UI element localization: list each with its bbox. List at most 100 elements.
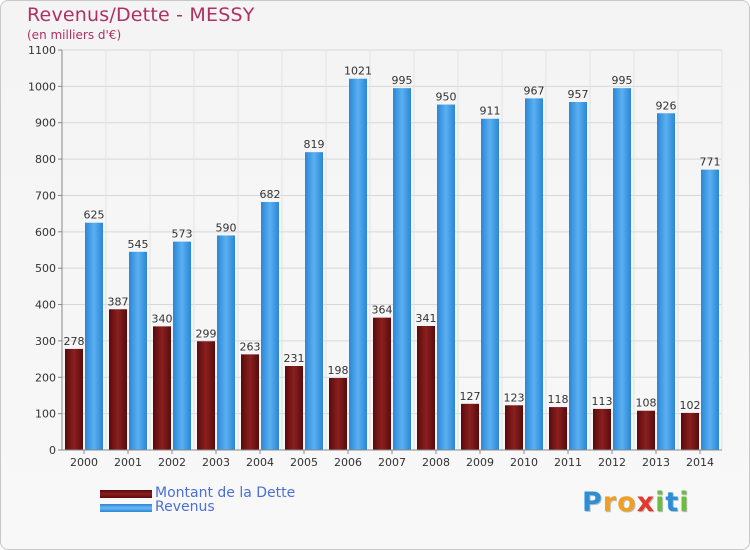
bar-debt	[153, 326, 171, 450]
logo-letter: P	[582, 487, 603, 518]
bars-layer	[65, 78, 719, 451]
bar-debt	[329, 378, 347, 450]
bar-revenus	[129, 251, 147, 450]
data-label-revenus: 967	[524, 84, 545, 97]
data-label-debt: 198	[328, 364, 349, 377]
data-label-debt: 108	[636, 397, 657, 410]
y-tick-label: 300	[35, 335, 56, 348]
y-tick-label: 900	[35, 117, 56, 130]
data-label-debt: 113	[592, 395, 613, 408]
data-label-debt: 278	[64, 335, 85, 348]
bar-debt	[65, 348, 83, 450]
data-label-revenus: 911	[480, 105, 501, 118]
data-label-revenus: 950	[436, 91, 457, 104]
x-tick-label: 2001	[114, 456, 142, 469]
bar-revenus	[613, 88, 631, 450]
x-tick-label: 2011	[554, 456, 582, 469]
bar-debt	[505, 405, 523, 450]
data-label-debt: 127	[460, 390, 481, 403]
y-tick-label: 100	[35, 408, 56, 421]
bar-revenus	[657, 113, 675, 450]
legend-label-revenus: Revenus	[155, 499, 215, 515]
logo-letter: i	[655, 487, 666, 518]
y-tick-label: 500	[35, 262, 56, 275]
x-tick-label: 2012	[598, 456, 626, 469]
proxiti-logo: Proxiti	[582, 487, 690, 518]
data-label-revenus: 682	[260, 188, 281, 201]
bar-revenus	[217, 235, 235, 450]
data-label-debt: 118	[548, 393, 569, 406]
y-tick-label: 600	[35, 226, 56, 239]
bar-debt	[285, 366, 303, 450]
x-tick-label: 2013	[642, 456, 670, 469]
x-tick-label: 2007	[378, 456, 406, 469]
data-label-revenus: 1021	[344, 65, 372, 78]
bar-debt	[417, 326, 435, 450]
y-tick-label: 700	[35, 189, 56, 202]
y-tick-label: 0	[49, 444, 56, 457]
data-label-debt: 263	[240, 340, 261, 353]
y-tick-label: 1000	[28, 80, 56, 93]
bar-revenus	[393, 88, 411, 450]
bar-debt	[109, 309, 127, 450]
data-label-debt: 299	[196, 327, 217, 340]
legend-swatch-debt	[100, 490, 152, 498]
grid-layer	[61, 49, 723, 451]
data-label-debt: 364	[372, 304, 393, 317]
data-label-debt: 123	[504, 391, 525, 404]
x-tick-label: 2002	[158, 456, 186, 469]
bar-chart: 278 625 387 545 340 573 299 590 263 682 231 819 198 1…	[28, 44, 723, 469]
x-tick-label: 2010	[510, 456, 538, 469]
logo-letter: i	[679, 487, 690, 518]
bar-revenus	[437, 104, 455, 450]
bar-debt	[373, 317, 391, 450]
data-label-revenus: 545	[128, 238, 149, 251]
data-label-revenus: 625	[84, 209, 105, 222]
x-tick-label: 2009	[466, 456, 494, 469]
bar-debt	[593, 408, 611, 450]
bar-debt	[461, 403, 479, 450]
bar-revenus	[525, 98, 543, 450]
data-label-revenus: 771	[700, 156, 721, 169]
x-tick-label: 2014	[686, 456, 714, 469]
data-label-revenus: 573	[172, 228, 193, 241]
bar-debt	[681, 412, 699, 450]
data-label-debt: 387	[108, 295, 129, 308]
data-label-revenus: 995	[392, 74, 413, 87]
x-tick-label: 2005	[290, 456, 318, 469]
data-label-revenus: 926	[656, 99, 677, 112]
logo-letter: o	[617, 487, 637, 518]
legend-label-debt: Montant de la Dette	[155, 485, 296, 501]
data-label-revenus: 590	[216, 221, 237, 234]
x-tick-label: 2008	[422, 456, 450, 469]
bar-debt	[197, 341, 215, 450]
y-tick-label: 400	[35, 299, 56, 312]
y-tick-label: 1100	[28, 44, 56, 57]
y-tick-label: 800	[35, 153, 56, 166]
x-tick-label: 2004	[246, 456, 274, 469]
data-label-debt: 340	[152, 312, 173, 325]
data-label-debt: 231	[284, 352, 305, 365]
logo-letter: r	[602, 487, 618, 518]
x-tick-label: 2000	[70, 456, 98, 469]
data-label-revenus: 995	[612, 74, 633, 87]
bar-debt	[241, 354, 259, 450]
bar-revenus	[261, 202, 279, 450]
x-tick-label: 2006	[334, 456, 362, 469]
bar-revenus	[701, 169, 719, 451]
bar-debt	[549, 407, 567, 450]
labels-layer: 278 625 387 545 340 573 299 590 263 682 231 819 198 1…	[64, 65, 721, 412]
logo-letter: x	[636, 487, 656, 518]
logo-letter: t	[665, 487, 680, 518]
bar-revenus	[305, 152, 323, 450]
bar-revenus	[481, 118, 499, 451]
legend-swatch-revenus	[100, 504, 152, 512]
y-tick-label: 200	[35, 371, 56, 384]
bar-revenus	[569, 102, 587, 450]
data-label-debt: 102	[680, 399, 701, 412]
x-tick-label: 2003	[202, 456, 230, 469]
data-label-revenus: 957	[568, 88, 589, 101]
bar-revenus	[349, 78, 367, 451]
data-label-revenus: 819	[304, 138, 325, 151]
bar-revenus	[173, 241, 191, 450]
